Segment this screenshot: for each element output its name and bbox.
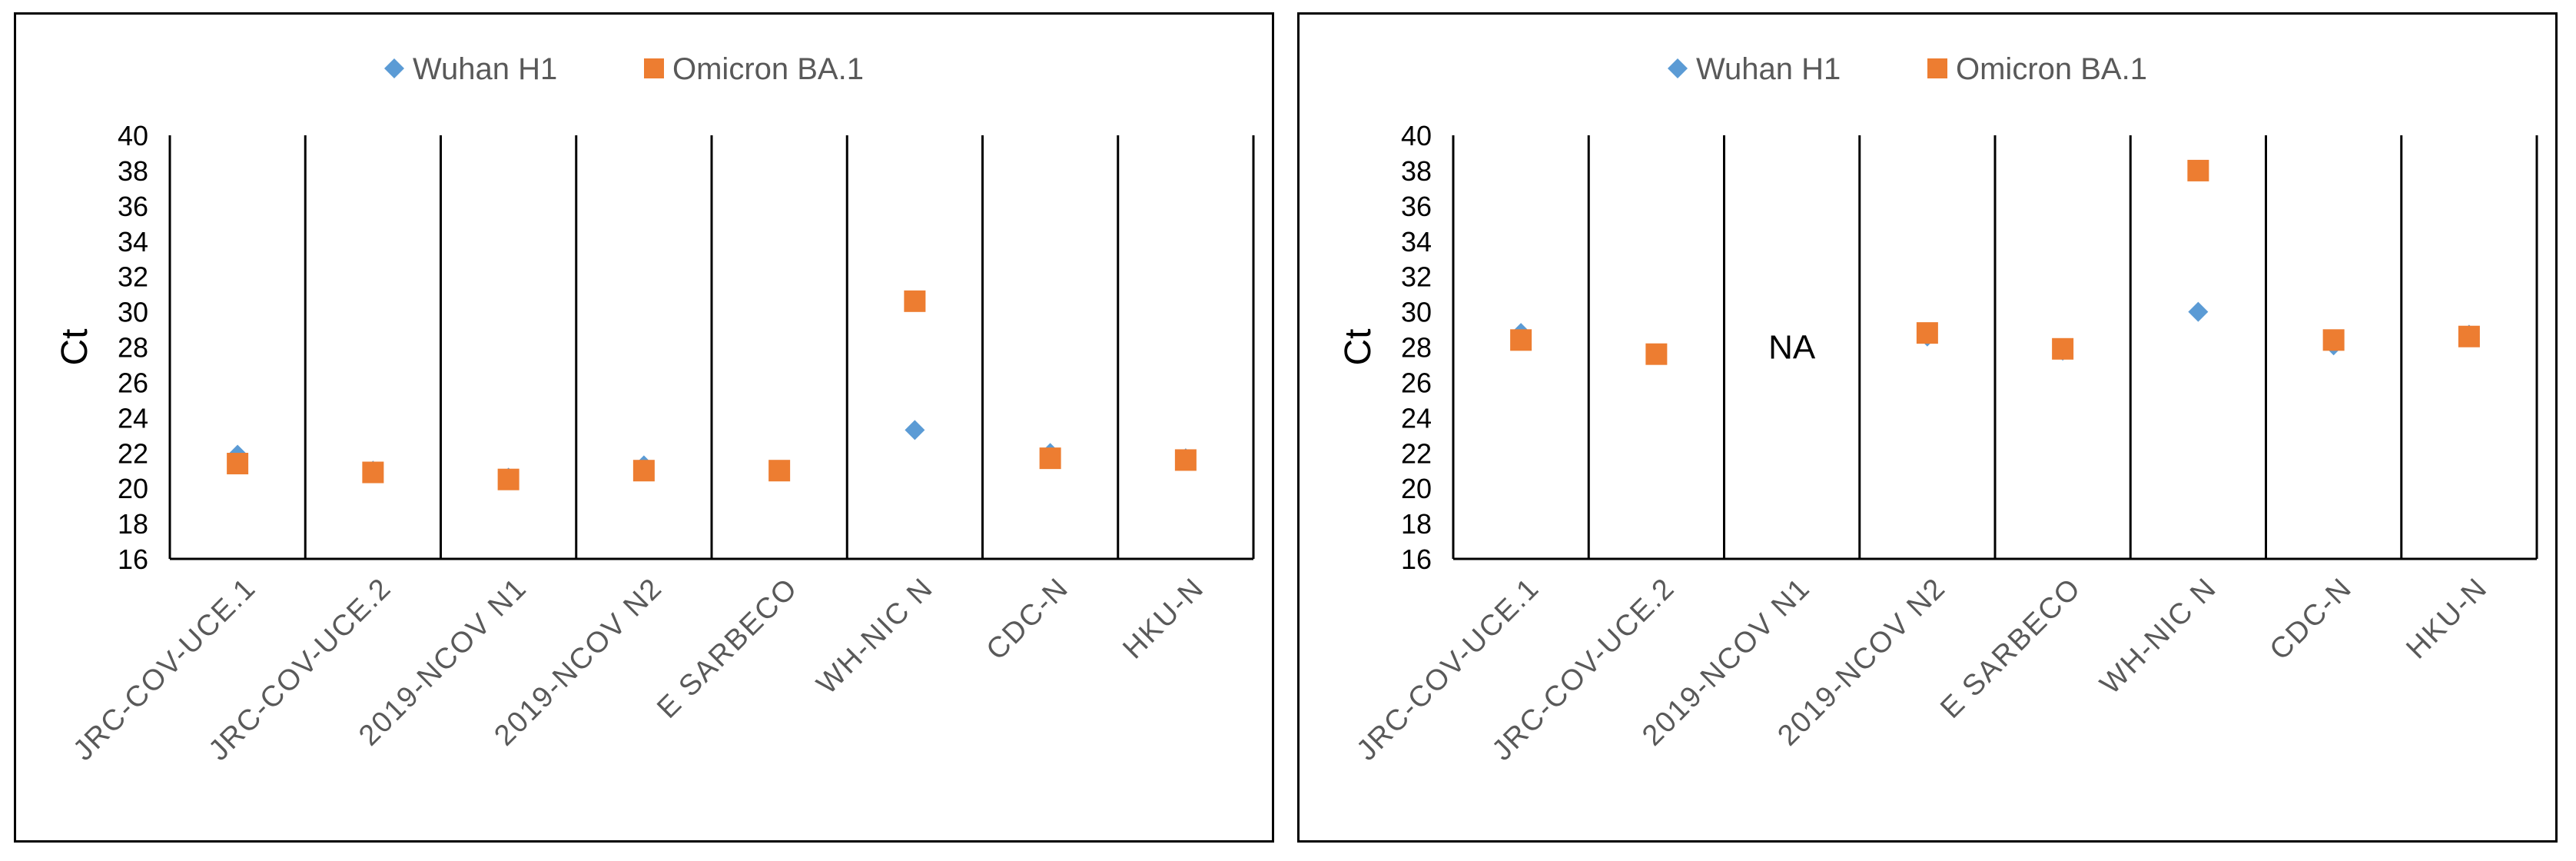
- point-omicron-ba-1-e-sarbeco: [2052, 337, 2074, 360]
- point-omicron-ba-1-2019-ncov-n2: [632, 460, 655, 482]
- y-tick-label: 20: [118, 473, 148, 504]
- x-tick-label-wh-nic-n: WH-NIC N: [2094, 572, 2223, 701]
- y-tick-label: 24: [1401, 402, 1432, 434]
- point-omicron-ba-1-cdc-n: [2322, 329, 2345, 351]
- legend-marker-omicron-ba-1: [1927, 58, 1947, 78]
- point-omicron-ba-1-jrc-cov-uce-2: [1645, 343, 1668, 365]
- y-tick-label: 16: [1401, 544, 1432, 575]
- legend-label-omicron-ba-1: Omicron BA.1: [672, 52, 864, 86]
- y-tick-label: 40: [1401, 120, 1432, 151]
- y-tick-label: 36: [118, 191, 148, 222]
- x-tick-label-cdc-n: CDC-N: [2264, 572, 2359, 667]
- y-tick-label: 18: [1401, 508, 1432, 540]
- x-tick-label-e-sarbeco: E SARBECO: [1934, 572, 2087, 725]
- y-tick-label: 34: [118, 226, 148, 258]
- chart-panel-right: Wuhan H1 Omicron BA.1 Ct 16 18 20 22 24 26 28 30 32…: [1297, 12, 2558, 843]
- point-omicron-ba-1-e-sarbeco: [768, 460, 791, 482]
- point-omicron-ba-1-wh-nic-n: [2187, 159, 2209, 181]
- y-tick-label: 30: [1401, 297, 1432, 328]
- point-omicron-ba-1-jrc-cov-uce-2: [362, 461, 384, 484]
- y-tick-label: 40: [118, 120, 148, 151]
- scatter-chart-left: Wuhan H1 Omicron BA.1Ct161820222426283032…: [55, 52, 1255, 767]
- legend-marker-omicron-ba-1: [644, 58, 664, 78]
- point-omicron-ba-1-2019-ncov-n1: [497, 468, 520, 490]
- legend-label-wuhan-h1: Wuhan H1: [413, 52, 557, 86]
- legend-label-wuhan-h1: Wuhan H1: [1696, 52, 1841, 86]
- y-tick-label: 38: [118, 155, 148, 187]
- annotation-na: NA: [1768, 329, 1816, 367]
- point-omicron-ba-1-hku-n: [1174, 449, 1197, 471]
- point-omicron-ba-1-hku-n: [2458, 325, 2480, 347]
- legend-marker-wuhan-h1: [1668, 58, 1688, 78]
- point-omicron-ba-1-jrc-cov-uce-1: [1510, 329, 1532, 351]
- y-tick-label: 38: [1401, 155, 1432, 187]
- point-omicron-ba-1-2019-ncov-n2: [1916, 322, 1938, 344]
- legend-label-omicron-ba-1: Omicron BA.1: [1956, 52, 2147, 86]
- y-tick-label: 28: [118, 332, 148, 364]
- y-tick-label: 30: [118, 297, 148, 328]
- y-tick-label: 22: [118, 437, 148, 469]
- legend: Wuhan H1 Omicron BA.1: [1668, 52, 2147, 86]
- x-tick-label-hku-n: HKU-N: [1117, 572, 1210, 666]
- y-tick-label: 34: [1401, 226, 1432, 258]
- y-tick-label: 22: [1401, 437, 1432, 469]
- x-tick-label-wh-nic-n: WH-NIC N: [811, 572, 940, 701]
- y-tick-label: 16: [118, 544, 148, 575]
- y-tick-label: 32: [118, 261, 148, 293]
- y-tick-label: 26: [118, 367, 148, 398]
- y-tick-label: 26: [1401, 367, 1432, 398]
- chart-panel-left: Wuhan H1 Omicron BA.1 Ct 16 18 20 22 24 26 28 30 32…: [14, 12, 1274, 843]
- y-tick-label: 18: [118, 508, 148, 540]
- scatter-chart-right: Wuhan H1 Omicron BA.1Ct161820222426283032…: [1338, 52, 2538, 767]
- y-tick-label: 20: [1401, 473, 1432, 504]
- point-omicron-ba-1-wh-nic-n: [904, 290, 926, 312]
- legend: Wuhan H1 Omicron BA.1: [384, 52, 864, 86]
- x-tick-label-e-sarbeco: E SARBECO: [651, 572, 804, 725]
- point-wuhan-h1-wh-nic-n: [2188, 301, 2209, 322]
- point-omicron-ba-1-cdc-n: [1039, 447, 1061, 470]
- y-tick-label: 36: [1401, 191, 1432, 222]
- y-tick-label: 24: [118, 402, 148, 434]
- y-axis-label: Ct: [1338, 329, 1379, 366]
- y-axis-label: Ct: [55, 329, 95, 366]
- legend-marker-wuhan-h1: [384, 58, 404, 78]
- point-wuhan-h1-wh-nic-n: [905, 420, 925, 440]
- x-tick-label-hku-n: HKU-N: [2400, 572, 2494, 666]
- y-tick-label: 32: [1401, 261, 1432, 293]
- point-omicron-ba-1-jrc-cov-uce-1: [227, 453, 249, 475]
- y-tick-label: 28: [1401, 332, 1432, 364]
- x-tick-label-cdc-n: CDC-N: [981, 572, 1075, 667]
